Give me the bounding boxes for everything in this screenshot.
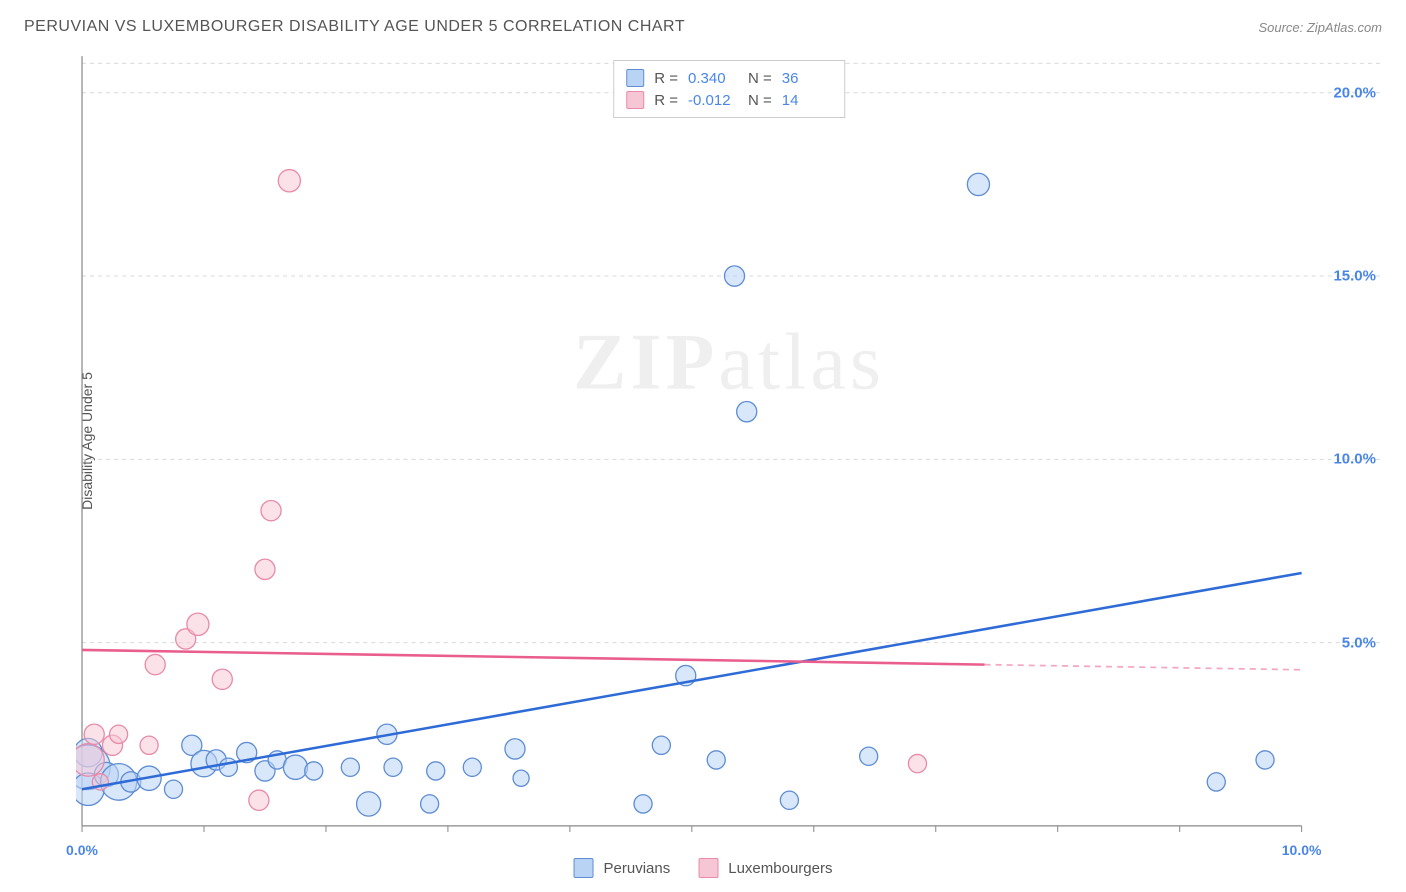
stats-n-value: 14	[782, 92, 832, 109]
series-legend: Peruvians Luxembourgers	[574, 858, 833, 878]
y-tick-label: 5.0%	[1342, 634, 1376, 651]
chart-container: Disability Age Under 5 R = 0.340 N = 36 …	[28, 50, 1382, 832]
stats-n-value: 36	[782, 70, 832, 87]
stats-r-value: 0.340	[688, 70, 738, 87]
x-tick-label: 10.0%	[1282, 842, 1322, 858]
stats-r-label: R =	[654, 70, 678, 87]
stats-row-luxembourgers: R = -0.012 N = 14	[626, 89, 832, 111]
y-tick-label: 20.0%	[1333, 84, 1376, 101]
legend-label: Peruvians	[604, 860, 671, 877]
chart-title: PERUVIAN VS LUXEMBOURGER DISABILITY AGE …	[24, 18, 685, 36]
x-tick-label: 0.0%	[66, 842, 98, 858]
stats-r-value: -0.012	[688, 92, 738, 109]
y-tick-label: 10.0%	[1333, 451, 1376, 468]
stats-r-label: R =	[654, 92, 678, 109]
stats-swatch	[626, 69, 644, 87]
legend-swatch	[574, 858, 594, 878]
legend-item-peruvians: Peruvians	[574, 858, 671, 878]
legend-label: Luxembourgers	[728, 860, 832, 877]
stats-legend: R = 0.340 N = 36 R = -0.012 N = 14	[613, 60, 845, 118]
y-tick-label: 15.0%	[1333, 268, 1376, 285]
scatter-plot: R = 0.340 N = 36 R = -0.012 N = 14 ZIPat…	[76, 50, 1382, 832]
source-label: Source: ZipAtlas.com	[1258, 20, 1382, 35]
legend-item-luxembourgers: Luxembourgers	[698, 858, 832, 878]
stats-swatch	[626, 91, 644, 109]
legend-swatch	[698, 858, 718, 878]
stats-n-label: N =	[748, 92, 772, 109]
stats-row-peruvians: R = 0.340 N = 36	[626, 67, 832, 89]
stats-n-label: N =	[748, 70, 772, 87]
